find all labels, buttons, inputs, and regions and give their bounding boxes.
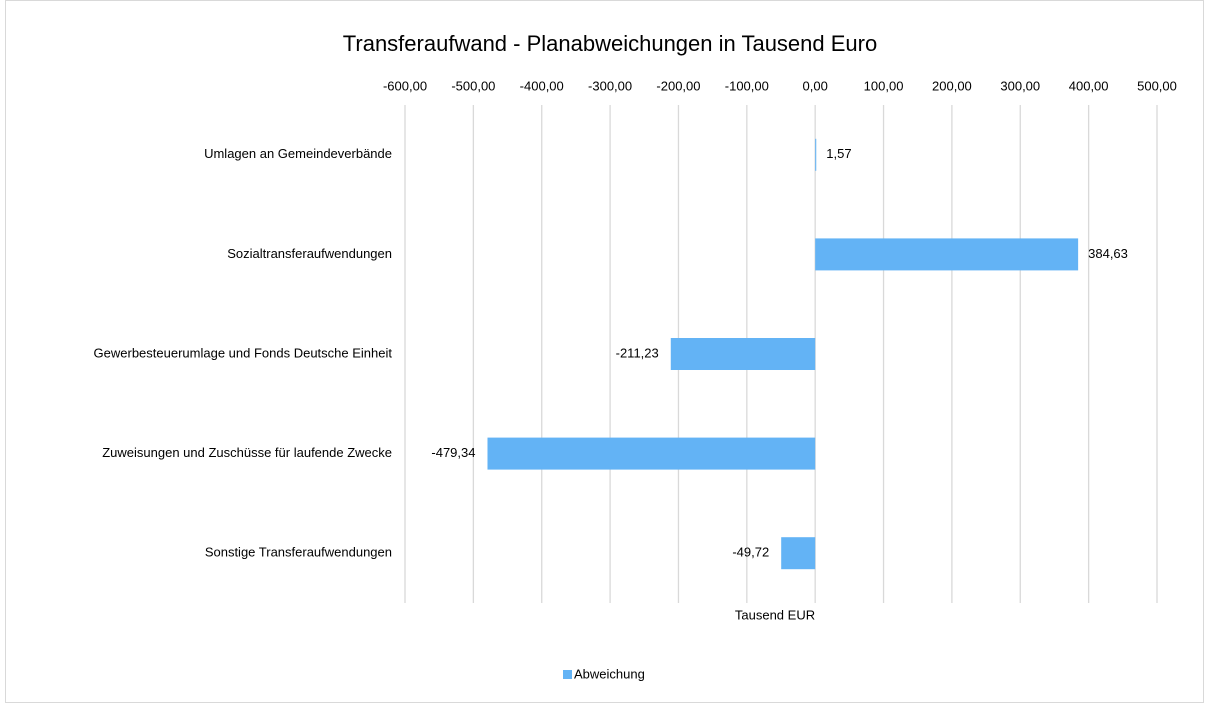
x-tick-label: -200,00 xyxy=(656,78,700,93)
chart-title: Transferaufwand - Planabweichungen in Ta… xyxy=(343,31,877,56)
bar xyxy=(487,437,816,470)
x-tick-label: 0,00 xyxy=(803,78,828,93)
x-tick-label: -600,00 xyxy=(383,78,427,93)
bar xyxy=(815,238,1079,271)
x-tick-label: -500,00 xyxy=(451,78,495,93)
data-label: -479,34 xyxy=(431,445,475,460)
y-tick-label: Zuweisungen und Zuschüsse für laufende Z… xyxy=(102,445,392,460)
y-tick-label: Sonstige Transferaufwendungen xyxy=(205,545,392,560)
data-label: 384,63 xyxy=(1088,246,1128,261)
bar xyxy=(815,138,817,171)
x-tick-label: 400,00 xyxy=(1069,78,1109,93)
y-tick-label: Gewerbesteuerumlage und Fonds Deutsche E… xyxy=(94,345,393,360)
data-label: -49,72 xyxy=(732,545,769,560)
data-label: 1,57 xyxy=(826,146,851,161)
x-axis-title: Tausend EUR xyxy=(735,607,815,622)
x-tick-label: -100,00 xyxy=(725,78,769,93)
bar xyxy=(670,338,816,370)
x-tick-label: -400,00 xyxy=(520,78,564,93)
legend-label: Abweichung xyxy=(574,666,645,681)
x-tick-label: 200,00 xyxy=(932,78,972,93)
x-tick-label: 100,00 xyxy=(864,78,904,93)
x-tick-label: 300,00 xyxy=(1000,78,1040,93)
legend-swatch xyxy=(563,670,572,679)
chart-frame xyxy=(5,0,1204,703)
data-label: -211,23 xyxy=(616,345,659,360)
bar xyxy=(781,537,816,570)
x-tick-label: -300,00 xyxy=(588,78,632,93)
y-tick-label: Sozialtransferaufwendungen xyxy=(227,246,392,261)
x-tick-label: 500,00 xyxy=(1137,78,1177,93)
y-tick-label: Umlagen an Gemeindeverbände xyxy=(204,146,392,161)
